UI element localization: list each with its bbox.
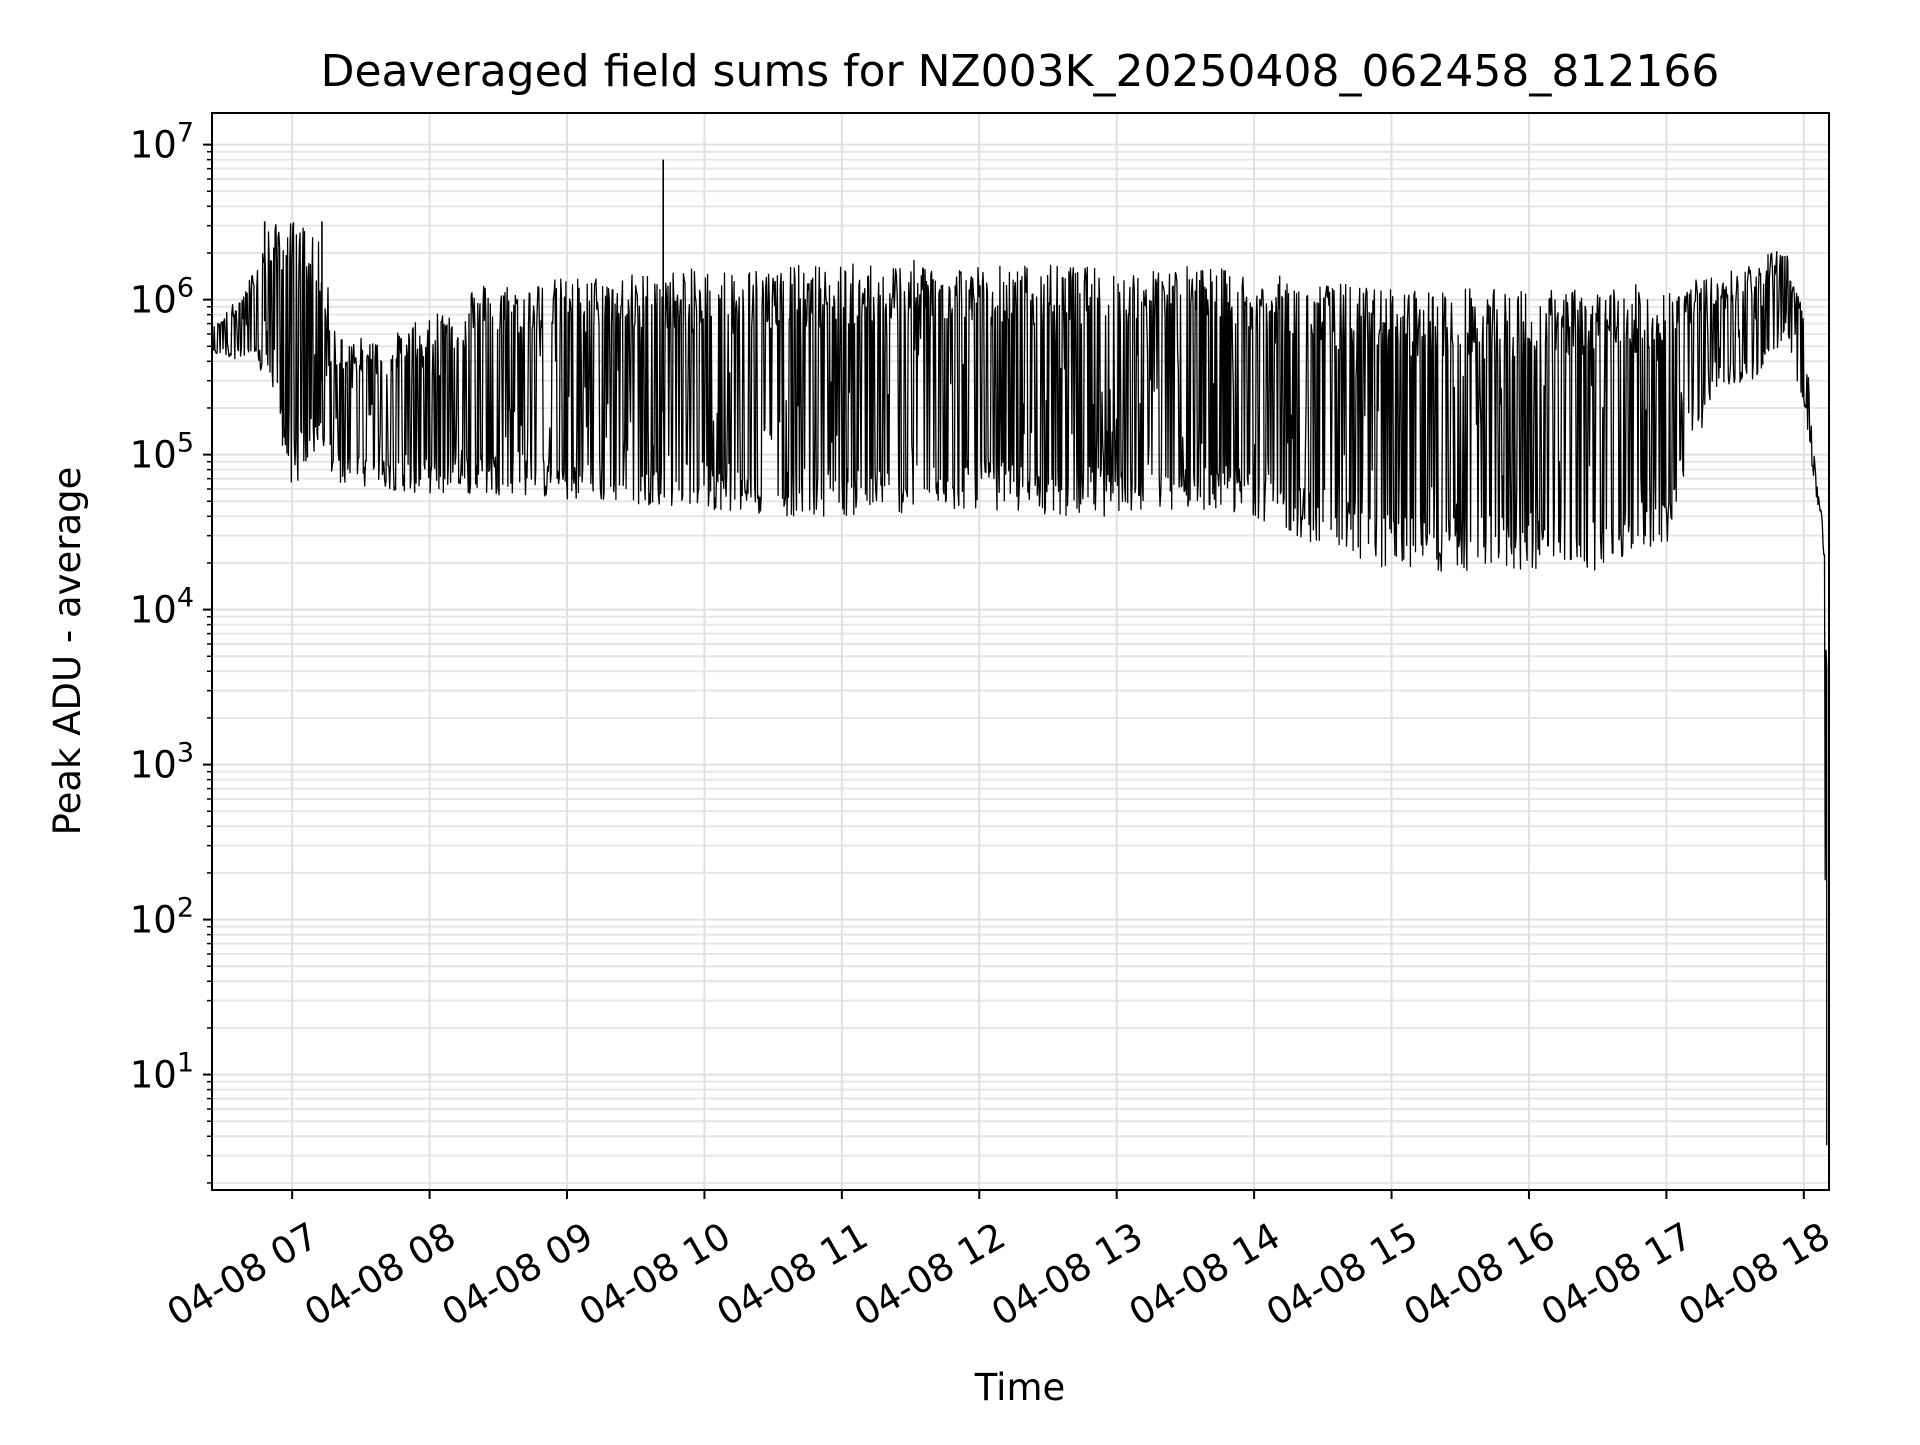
y-tick-label: 105 — [130, 428, 194, 477]
chart-title: Deaveraged field sums for NZ003K_2025040… — [321, 46, 1720, 97]
y-tick-label: 101 — [130, 1048, 194, 1097]
series-area — [211, 159, 1828, 1146]
y-axis: 101 102 103 104 105 106 107 — [130, 118, 212, 1184]
y-tick-label: 106 — [130, 273, 194, 322]
y-axis-label: Peak ADU - average — [46, 467, 89, 836]
y-tick-label: 107 — [130, 118, 194, 167]
y-tick-label: 104 — [130, 583, 194, 632]
plot-frame — [211, 112, 1830, 1191]
y-tick-label: 102 — [130, 893, 194, 942]
series-line — [211, 222, 1828, 1146]
y-tick-label: 103 — [130, 738, 194, 787]
x-axis-label: Time — [974, 1366, 1066, 1409]
